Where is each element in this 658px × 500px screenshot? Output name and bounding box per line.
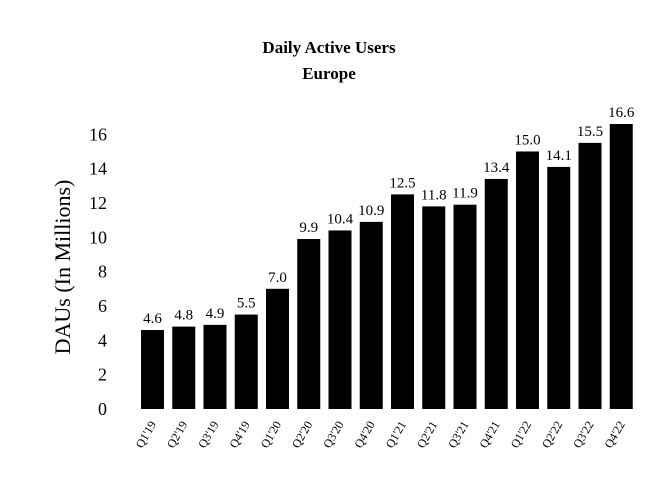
bar-value-label: 4.6: [143, 311, 162, 327]
y-axis-label: DAUs (In Millions): [50, 180, 75, 355]
y-tick-label: 8: [98, 262, 107, 282]
bar: [328, 230, 352, 409]
bar: [359, 221, 383, 409]
x-tick-label: Q4'21: [476, 419, 503, 451]
bar: [234, 314, 258, 409]
bar: [266, 288, 289, 409]
bar: [391, 194, 414, 409]
x-tick-label: Q2'19: [164, 419, 191, 451]
bar-value-label: 15.5: [577, 124, 603, 140]
bar-value-label: 10.9: [358, 203, 384, 219]
x-tick-label: Q3'19: [195, 419, 222, 451]
x-tick-label: Q2'21: [414, 419, 441, 451]
bar: [203, 324, 227, 409]
bar-value-label: 12.5: [389, 175, 415, 191]
bar: [141, 330, 164, 409]
x-tick-label: Q4'20: [351, 419, 378, 451]
bar: [578, 142, 602, 409]
x-tick-label: Q3'22: [570, 419, 597, 451]
y-tick-label: 12: [89, 193, 107, 213]
y-tick-label: 0: [98, 399, 107, 419]
x-tick-label: Q1'20: [258, 419, 285, 451]
bar-value-label: 10.4: [327, 211, 354, 227]
bar: [484, 178, 508, 409]
bar: [516, 151, 539, 409]
bar-value-label: 9.9: [299, 220, 318, 236]
bars-group: [141, 124, 633, 409]
y-tick-label: 4: [98, 330, 107, 350]
x-axis-ticks: Q1'19 Q2'19 Q3'19 Q4'19 Q1'20 Q2'20 Q3'20 Q4'20…: [133, 419, 628, 451]
bar-value-label: 4.8: [174, 308, 193, 324]
bar-value-label: 5.5: [237, 296, 256, 312]
chart-subtitle: Europe: [302, 64, 356, 83]
bar-value-label: 15.0: [514, 132, 540, 148]
y-tick-label: 10: [89, 227, 107, 247]
bar-value-label: 11.9: [452, 186, 478, 202]
x-tick-label: Q3'21: [445, 419, 472, 451]
y-tick-label: 14: [89, 159, 107, 179]
bar: [297, 239, 321, 409]
y-tick-label: 2: [98, 365, 107, 385]
bar-value-label: 11.8: [421, 187, 447, 203]
y-axis-ticks: 0 2 4 6 8 10 12 14 16: [89, 124, 107, 419]
bar-value-label: 16.6: [608, 105, 635, 121]
bar: [422, 206, 446, 409]
x-tick-label: Q1'22: [508, 419, 535, 451]
value-labels-group: 4.6 4.8 4.9 5.5 7.0 9.9 10.410.9 12.5 11.8 11.9 13…: [143, 105, 635, 327]
y-tick-label: 16: [89, 124, 107, 144]
x-tick-label: Q1'21: [383, 419, 410, 451]
x-tick-label: Q2'20: [289, 419, 316, 451]
bar: [453, 204, 477, 409]
chart-title: Daily Active Users: [262, 38, 396, 57]
x-tick-label: Q1'19: [133, 419, 160, 451]
bar: [172, 326, 196, 409]
x-tick-label: Q4'19: [226, 419, 253, 451]
y-tick-label: 6: [98, 296, 107, 316]
bar-value-label: 7.0: [268, 270, 287, 286]
x-tick-label: Q4'22: [601, 419, 628, 451]
bar: [609, 124, 633, 409]
x-tick-label: Q3'20: [320, 419, 347, 451]
bar-value-label: 13.4: [483, 160, 510, 176]
bar-value-label: 4.9: [206, 306, 225, 322]
bar: [547, 166, 571, 409]
x-tick-label: Q2'22: [539, 419, 566, 451]
bar-value-label: 14.1: [546, 148, 572, 164]
